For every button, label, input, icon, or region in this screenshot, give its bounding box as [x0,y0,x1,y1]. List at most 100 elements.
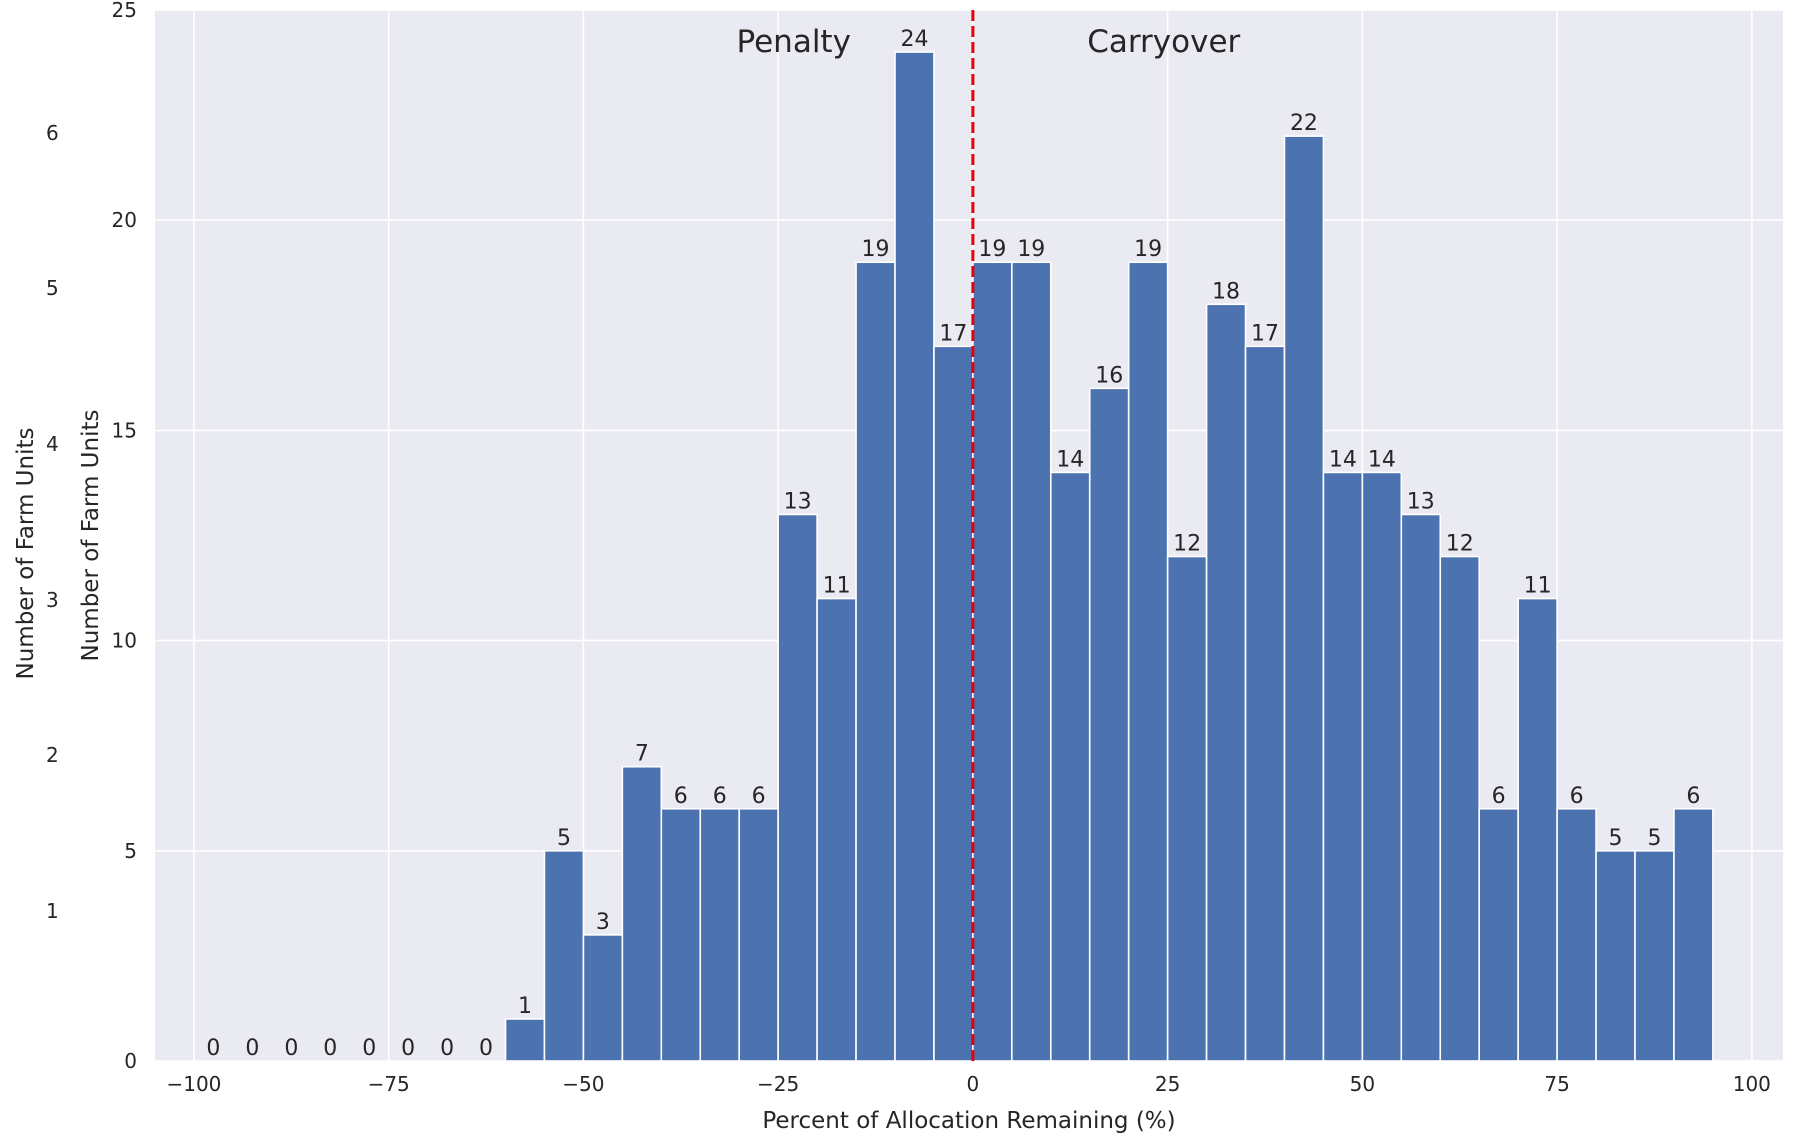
histogram-bar [1283,135,1325,1062]
y-tick-label: 0 [124,1049,137,1073]
bar-value-label: 11 [823,574,851,599]
histogram-bar [972,261,1013,1062]
histogram-bar [660,807,702,1062]
y-axis-tick-labels: 0 5 10 15 20 25 [112,0,137,1073]
bar-value-label: 6 [674,784,688,809]
bar-value-label: 6 [1492,784,1506,809]
x-tick-label: −50 [562,1072,604,1096]
bar-value-label: 7 [635,742,649,767]
x-tick-label: 50 [1350,1072,1375,1096]
histogram-bar [1517,597,1558,1062]
annotation-text: Carryover [1087,24,1240,60]
x-tick-label: 100 [1733,1072,1771,1096]
histogram-bar [1400,513,1442,1062]
ghost-axis-tick-labels: 6 5 4 3 2 1 [46,121,59,923]
bar-value-label: 6 [1570,784,1584,809]
histogram-bar [1127,261,1169,1062]
histogram-bar [582,934,624,1062]
x-tick-label: 75 [1544,1072,1569,1096]
bars [504,51,1714,1062]
x-axis-tick-labels: −100 −75 −50 −25 0 25 50 75 100 [166,1072,1770,1096]
bar-value-label: 1 [518,994,532,1019]
x-tick-label: −100 [166,1072,221,1096]
histogram-bar [1634,849,1675,1062]
x-tick-label: 25 [1155,1072,1180,1096]
y-tick-label: 25 [112,0,137,22]
bar-value-label: 12 [1173,532,1201,557]
histogram-bar [621,765,663,1062]
histogram-bar [1673,807,1714,1062]
bar-value-label: 0 [284,1036,298,1061]
bar-value-label: 22 [1290,111,1318,136]
histogram-bar [894,51,935,1062]
bar-value-label: 6 [1686,784,1700,809]
bar-value-label: 16 [1095,363,1123,388]
ghost-tick-label: 1 [46,899,59,923]
bar-value-label: 19 [1134,237,1162,262]
ghost-y-axis-label: Number of Farm Units [13,428,39,680]
ghost-tick-label: 4 [46,432,59,456]
bar-value-label: 6 [752,784,766,809]
ghost-tick-label: 5 [46,276,59,300]
histogram-bar [816,597,857,1062]
bar-value-label: 14 [1056,447,1084,472]
x-axis-label: Percent of Allocation Remaining (%) [762,1108,1175,1133]
histogram-bar [1361,471,1403,1062]
y-tick-label: 20 [112,208,137,232]
bar-value-label: 3 [596,910,610,935]
histogram-bar [1556,807,1597,1062]
bar-value-label: 13 [784,489,812,514]
bar-value-label: 5 [557,826,571,851]
bar-value-label: 19 [1017,237,1045,262]
histogram-bar [855,261,896,1062]
bar-value-label: 24 [900,27,928,52]
bar-value-label: 5 [1647,826,1661,851]
histogram-bar [1049,471,1091,1062]
bar-value-label: 14 [1329,447,1357,472]
bar-value-label: 11 [1524,574,1552,599]
y-tick-label: 5 [124,839,137,863]
histogram-bar [1439,555,1481,1062]
histogram-bar [1478,807,1519,1062]
histogram-bar [777,513,818,1062]
y-tick-label: 10 [112,629,137,653]
bar-value-label: 17 [1251,321,1279,346]
bar-value-label: 5 [1609,826,1623,851]
histogram-bar [1244,345,1286,1062]
histogram-bar [699,807,741,1062]
y-tick-label: 15 [112,418,137,442]
bar-value-label: 0 [401,1036,415,1061]
histogram-bar [543,849,585,1062]
histogram-bar [738,807,779,1062]
bar-value-label: 0 [323,1036,337,1061]
bar-value-label: 0 [479,1036,493,1061]
bar-value-label: 0 [440,1036,454,1061]
bar-value-label: 19 [862,237,890,262]
bar-value-label: 18 [1212,279,1240,304]
ghost-tick-label: 6 [46,121,59,145]
histogram-bar [1595,849,1636,1062]
histogram-bar [1011,261,1052,1062]
bar-value-label: 0 [206,1036,220,1061]
bar-value-label: 6 [713,784,727,809]
bar-value-label: 19 [978,237,1006,262]
histogram-bar [504,1018,546,1062]
histogram-bar [1166,555,1208,1062]
y-axis-label: Number of Farm Units [78,410,104,662]
histogram-bar [1322,471,1364,1062]
ghost-tick-label: 3 [46,588,59,612]
x-tick-label: 0 [967,1072,980,1096]
histogram-bar [1205,303,1247,1062]
histogram-bar [933,345,974,1062]
bar-value-label: 0 [362,1036,376,1061]
histogram-bar [1088,387,1130,1062]
bar-value-label: 17 [939,321,967,346]
bar-value-label: 0 [245,1036,259,1061]
annotations: Penalty Carryover [737,24,1241,60]
ghost-tick-label: 2 [46,743,59,767]
bar-value-label: 12 [1446,532,1474,557]
bar-value-label: 13 [1407,489,1435,514]
bar-value-label: 14 [1368,447,1396,472]
